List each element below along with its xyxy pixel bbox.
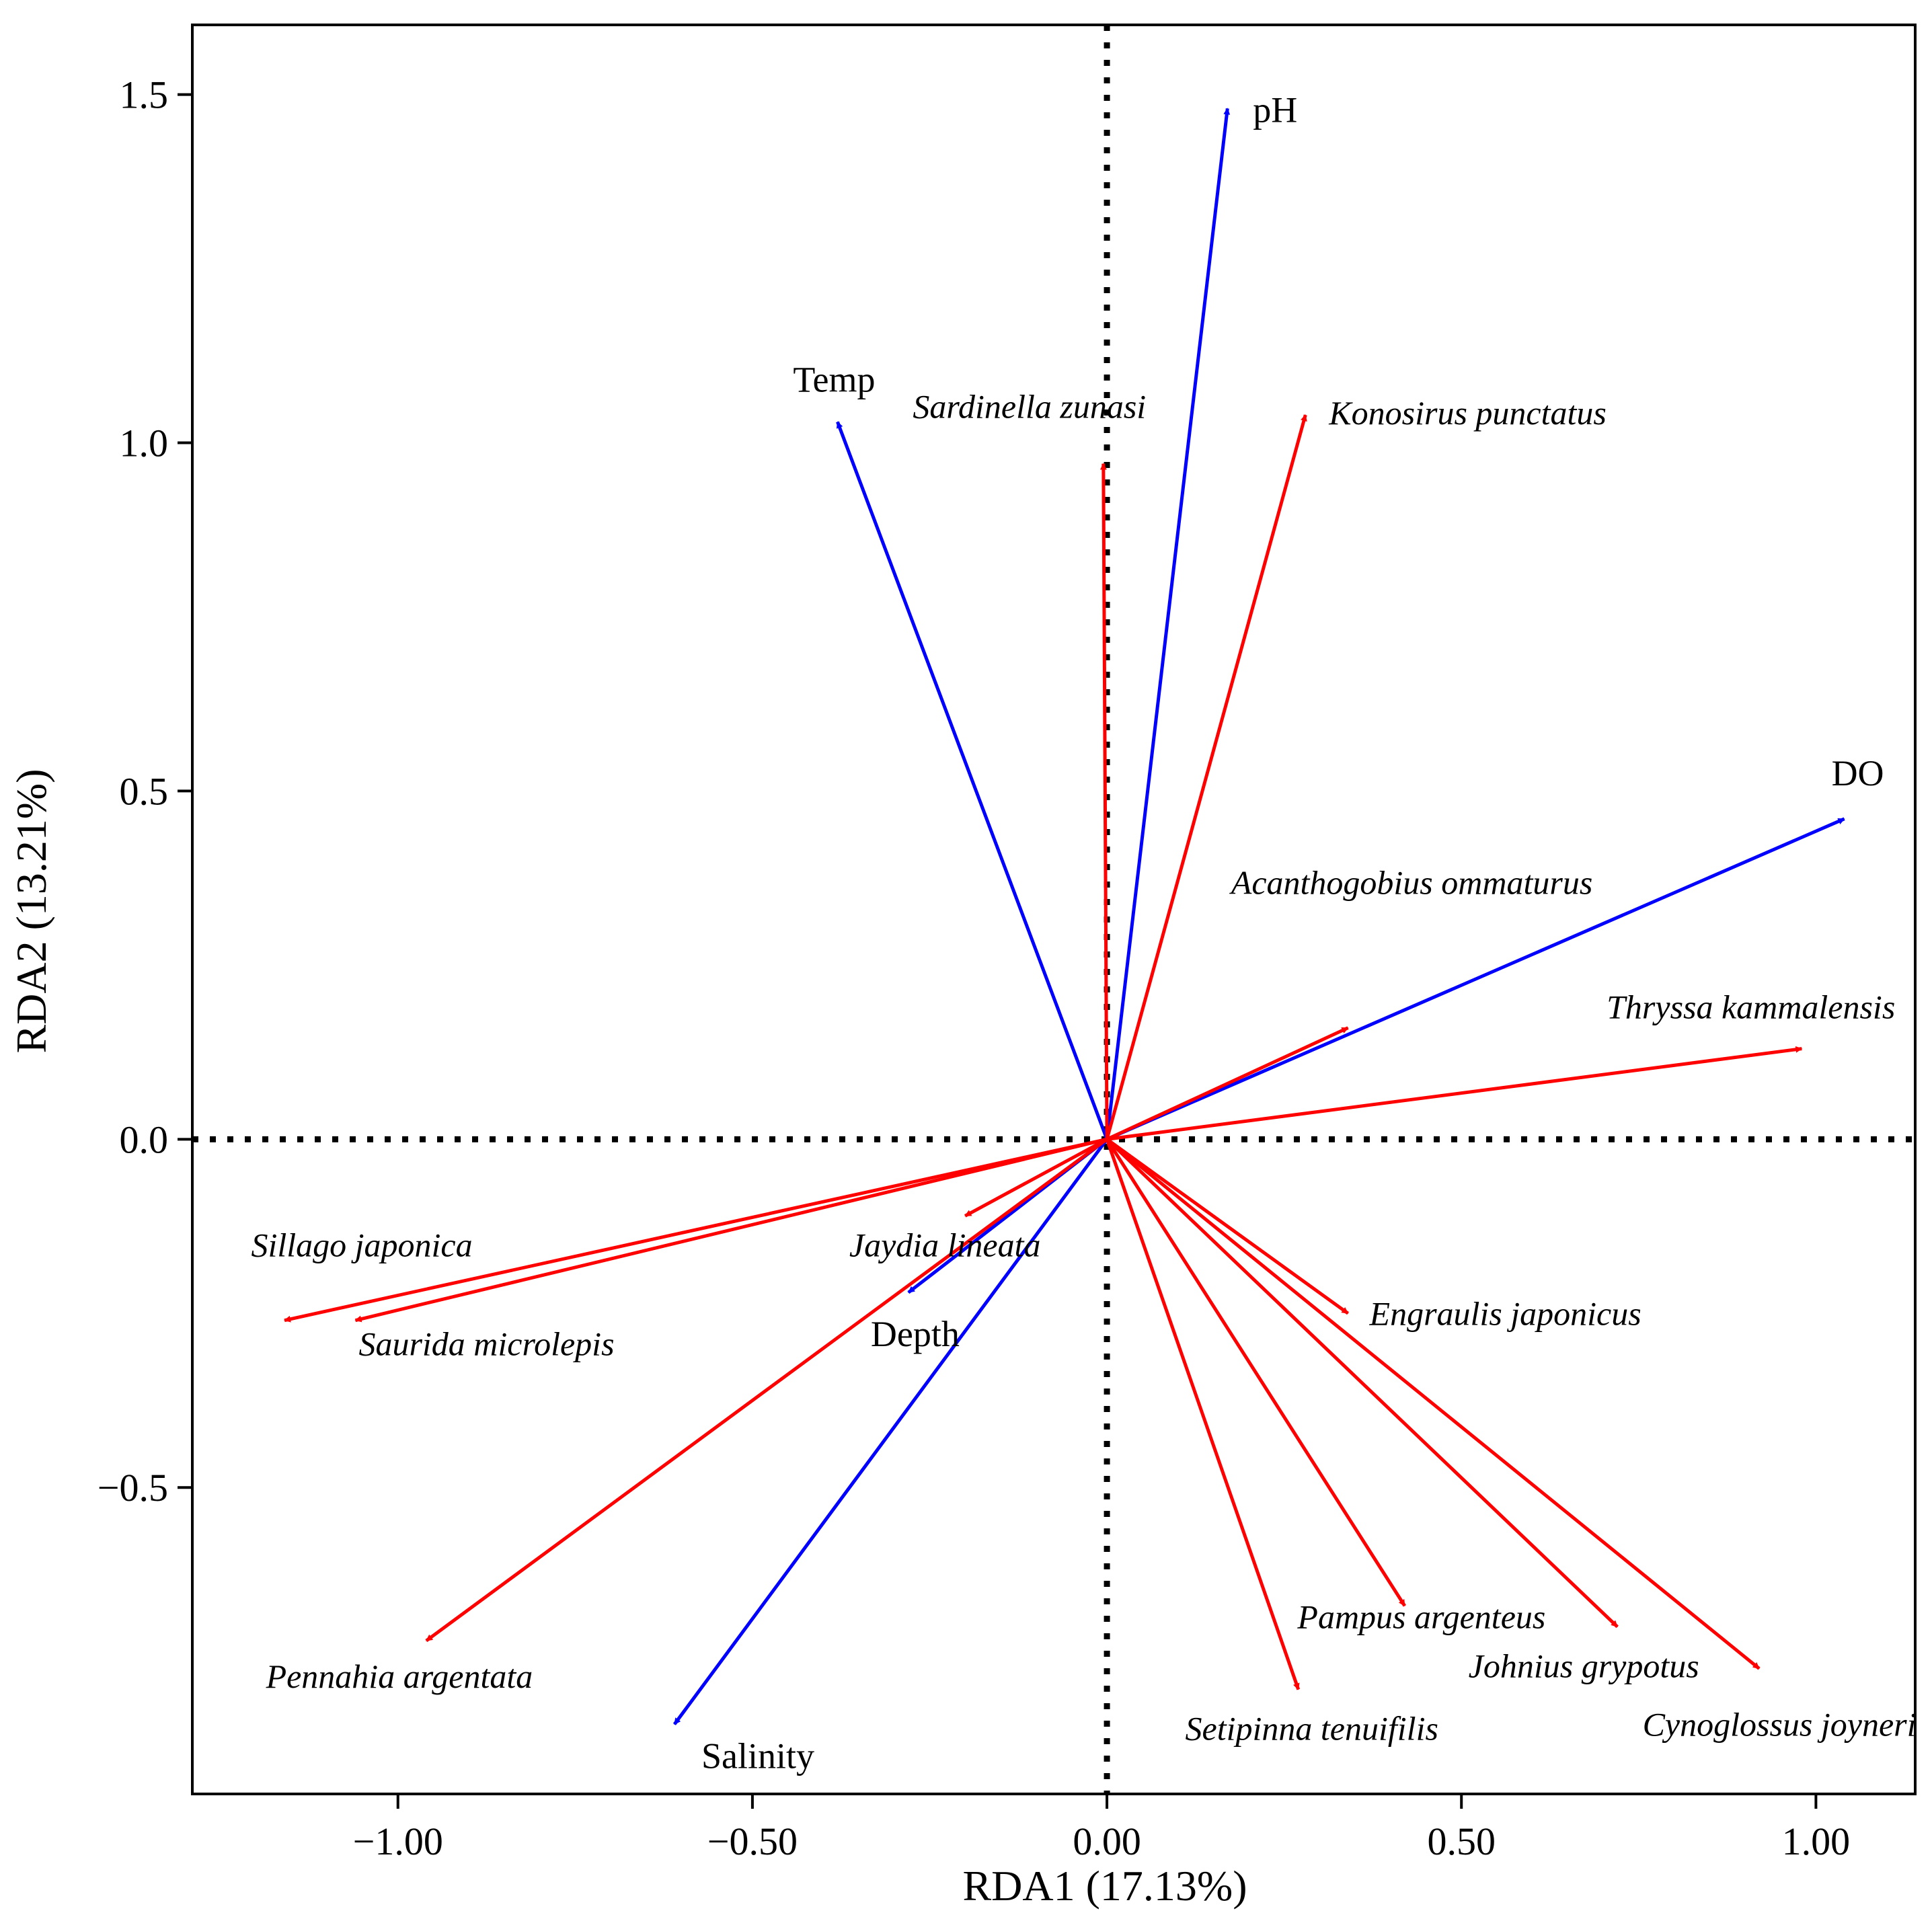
species-vector-pampus-argenteus xyxy=(1105,1138,1406,1607)
env-vector-ph xyxy=(1105,108,1231,1140)
species-vector-engraulis-japonicus xyxy=(1106,1138,1350,1315)
env-label-depth: Depth xyxy=(871,1314,960,1354)
species-label-saurida-microlepis: Saurida microlepis xyxy=(358,1325,614,1363)
species-label-setipinna-tenuifilis: Setipinna tenuifilis xyxy=(1186,1710,1438,1748)
species-label-pampus-argenteus: Pampus argenteus xyxy=(1297,1598,1545,1635)
y-axis-ticks: 1.5 1.0 0.5 0.0 −0.5 xyxy=(98,73,192,1510)
x-axis-ticks: −1.00 −0.50 0.00 0.50 1.00 xyxy=(353,1794,1851,1863)
plot-frame xyxy=(191,24,1917,1795)
species-label-acanthogobius-ommaturus: Acanthogobius ommaturus xyxy=(1229,864,1593,902)
env-vector-temp xyxy=(836,421,1109,1140)
species-vector-jaydia-lineata xyxy=(964,1138,1108,1218)
species-label-sillago-japonica: Sillago japonica xyxy=(251,1226,472,1264)
env-label-ph: pH xyxy=(1253,89,1297,130)
vector-labels-layer: pH Temp DO Depth Salinity Sardinella zunasi Ko… xyxy=(251,89,1916,1776)
species-vector-setipinna-tenuifilis xyxy=(1105,1138,1301,1690)
env-vector-do xyxy=(1106,817,1845,1141)
env-label-temp: Temp xyxy=(793,359,875,399)
y-tick-label: 0.0 xyxy=(120,1118,169,1161)
species-label-pennahia-argentata: Pennahia argentata xyxy=(266,1657,533,1695)
x-tick-label: 1.00 xyxy=(1782,1820,1851,1863)
vectors-layer xyxy=(284,108,1845,1725)
species-vector-pennahia-argentata xyxy=(425,1138,1108,1643)
x-tick-label: 0.50 xyxy=(1427,1820,1496,1863)
species-label-konosirus-punctatus: Konosirus punctatus xyxy=(1328,394,1607,432)
x-tick-label: 0.00 xyxy=(1073,1820,1141,1863)
x-axis-title: RDA1 (17.13%) xyxy=(962,1862,1247,1910)
species-label-johnius-grypotus: Johnius grypotus xyxy=(1469,1647,1699,1684)
species-label-sardinella-zunasi: Sardinella zunasi xyxy=(913,388,1146,426)
y-tick-label: 1.5 xyxy=(120,73,169,117)
species-vector-saurida-microlepis xyxy=(354,1137,1108,1323)
species-vector-cynoglossus-joyneri xyxy=(1106,1138,1761,1670)
species-label-jaydia-lineata: Jaydia lineata xyxy=(849,1226,1041,1263)
x-tick-label: −1.00 xyxy=(353,1820,443,1863)
species-vector-sardinella-zunasi xyxy=(1099,463,1109,1140)
species-label-thryssa-kammalensis: Thryssa kammalensis xyxy=(1607,988,1895,1026)
species-vector-johnius-grypotus xyxy=(1106,1138,1619,1629)
env-label-salinity: Salinity xyxy=(701,1735,814,1776)
y-axis-title: RDA2 (13.21%) xyxy=(7,769,55,1053)
species-vector-sillago-japonica xyxy=(284,1137,1108,1323)
x-tick-label: −0.50 xyxy=(707,1820,798,1863)
species-label-engraulis-japonicus: Engraulis japonicus xyxy=(1369,1294,1641,1332)
y-tick-label: −0.5 xyxy=(98,1466,168,1510)
species-vector-konosirus-punctatus xyxy=(1105,414,1307,1140)
y-tick-label: 0.5 xyxy=(120,769,169,813)
species-label-cynoglossus-joyneri: Cynoglossus joyneri xyxy=(1643,1706,1917,1744)
reference-lines xyxy=(192,25,1915,1794)
species-vector-thryssa-kammalensis xyxy=(1106,1046,1803,1141)
env-label-do: DO xyxy=(1832,753,1884,793)
y-tick-label: 1.0 xyxy=(120,421,169,465)
env-vector-salinity xyxy=(672,1138,1109,1725)
species-vector-acanthogobius-ommaturus xyxy=(1106,1026,1349,1141)
